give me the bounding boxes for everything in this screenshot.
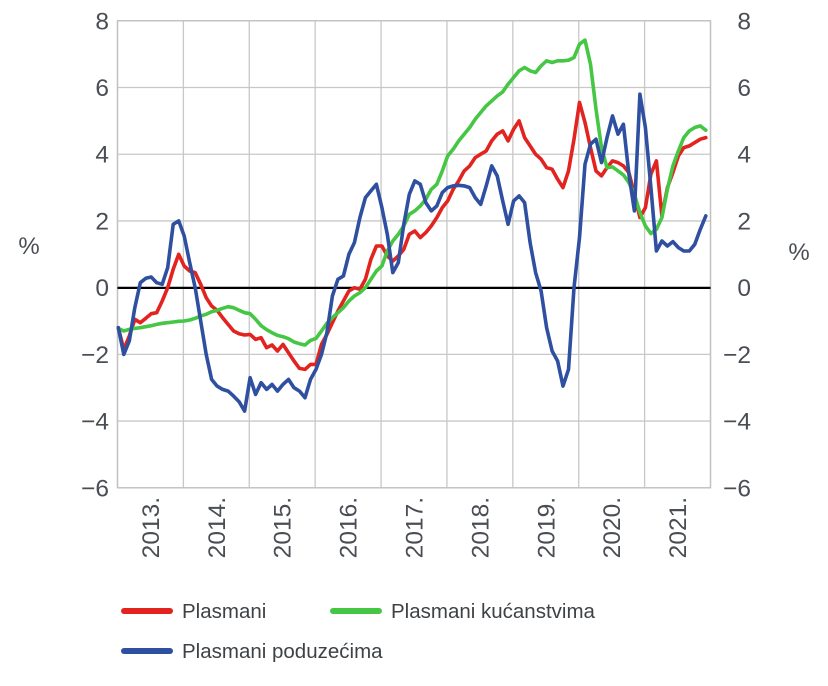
y-tick-label-right: 6 [737, 75, 751, 102]
x-tick-label: 2020. [599, 497, 626, 558]
x-tick-label: 2016. [336, 497, 363, 558]
x-tick-label: 2021. [665, 497, 692, 558]
legend-label: Plasmani [182, 600, 266, 623]
series-line-kucanstvima [116, 38, 708, 347]
y-tick-label-left: 8 [95, 8, 109, 35]
y-tick-label-right: −2 [723, 342, 751, 369]
y-tick-label-left: −4 [81, 409, 109, 436]
gridlines [116, 20, 712, 489]
y-tick-label-left: −2 [81, 342, 109, 369]
series-line-plasmani [116, 100, 708, 372]
y-tick-label-right: −4 [723, 409, 751, 436]
x-axis-labels: 2013. 2014. 2015. 2016. 2017. 2018. 2019. 2020.… [138, 497, 692, 558]
y-tick-label-left: 0 [95, 275, 109, 302]
y-axis-labels-right: 8 6 4 2 0 −2 −4 −6 [723, 8, 751, 502]
y-tick-label-right: 0 [737, 275, 751, 302]
legend-label: Plasmani kućanstvima [391, 600, 596, 623]
x-tick-label: 2019. [533, 497, 560, 558]
legend-label: Plasmani poduzećima [182, 640, 383, 663]
percent-label-right: % [788, 239, 809, 266]
x-tick-label: 2013. [138, 497, 165, 558]
x-tick-label: 2014. [204, 497, 231, 558]
y-tick-label-left: 2 [95, 208, 109, 235]
y-tick-label-right: 2 [737, 208, 751, 235]
y-tick-label-right: 8 [737, 8, 751, 35]
y-tick-label-left: 4 [95, 142, 109, 169]
plot-border [116, 20, 712, 489]
x-tick-label: 2015. [270, 497, 297, 558]
y-tick-label-right: −6 [723, 475, 751, 502]
y-tick-label-left: 6 [95, 75, 109, 102]
percent-label-left: % [18, 233, 39, 260]
x-tick-label: 2018. [467, 497, 494, 558]
legend: Plasmani Plasmani kućanstvima Plasmani pod… [121, 600, 596, 663]
y-axis-labels-left: 8 6 4 2 0 −2 −4 −6 [81, 8, 109, 502]
x-tick-label: 2017. [402, 497, 429, 558]
series-lines [116, 38, 708, 413]
series-line-poduzecima [116, 92, 708, 413]
y-tick-label-right: 4 [737, 142, 751, 169]
y-tick-label-left: −6 [81, 475, 109, 502]
